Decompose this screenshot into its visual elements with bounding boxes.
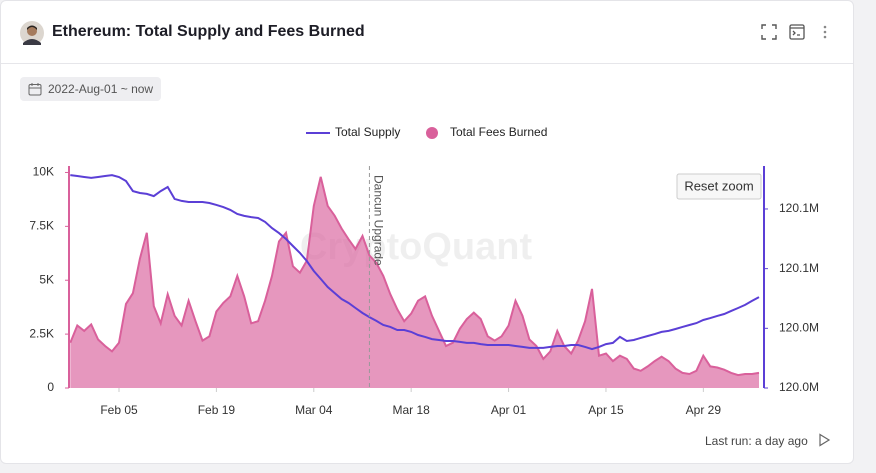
y2-tick-label: 120.1M: [779, 261, 819, 275]
run-icon[interactable]: [817, 433, 831, 447]
x-tick-label: Feb 19: [198, 403, 236, 417]
y2-tick-label: 120.0M: [779, 320, 819, 334]
avatar: [20, 21, 44, 45]
y-tick-label: 2.5K: [29, 326, 54, 340]
y2-tick-label: 120.1M: [779, 201, 819, 215]
fullscreen-icon[interactable]: [761, 24, 777, 40]
x-tick-label: Apr 15: [588, 403, 624, 417]
chart: CryptoQuant02.5K5K7.5K10K120.0M120.0M120…: [29, 125, 819, 417]
date-filter[interactable]: 2022-Aug-01 ~ now: [20, 77, 162, 101]
area-line: [69, 176, 760, 377]
y-tick-label: 10K: [33, 165, 54, 179]
x-tick-label: Feb 05: [100, 403, 138, 417]
last-run: Last run: a day ago: [705, 434, 808, 448]
calendar-icon: [28, 83, 42, 96]
date-range: 2022-Aug-01 ~ now: [48, 82, 154, 96]
y2-tick-label: 120.0M: [779, 380, 819, 394]
x-tick-label: Mar 18: [392, 403, 430, 417]
y-tick-label: 7.5K: [29, 219, 54, 233]
legend-label: Total Fees Burned: [450, 125, 547, 139]
chart-card: Ethereum: Total Supply and Fees Burned 2…: [0, 0, 854, 464]
console-icon[interactable]: [789, 24, 805, 40]
button-label: Reset zoom: [684, 178, 753, 193]
button-bg: [676, 173, 762, 200]
card-header: Ethereum: Total Supply and Fees Burned: [1, 1, 853, 64]
annotation-label: Dancun Upgrade: [371, 175, 385, 266]
y-tick-label: 0: [47, 380, 54, 394]
legend-swatch: [426, 127, 438, 139]
x-tick-label: Apr 29: [686, 403, 722, 417]
legend-label: Total Supply: [335, 125, 400, 139]
y-tick-label: 5K: [39, 272, 54, 286]
header-icons: [761, 24, 827, 40]
area-fill: [70, 176, 760, 388]
more-icon[interactable]: [823, 25, 827, 39]
reset-zoom-button[interactable]: Reset zoom: [676, 173, 762, 200]
card-title: Ethereum: Total Supply and Fees Burned: [52, 23, 365, 40]
supply-line: [70, 174, 760, 351]
x-tick-label: Apr 01: [491, 403, 527, 417]
x-tick-label: Mar 04: [295, 403, 333, 417]
